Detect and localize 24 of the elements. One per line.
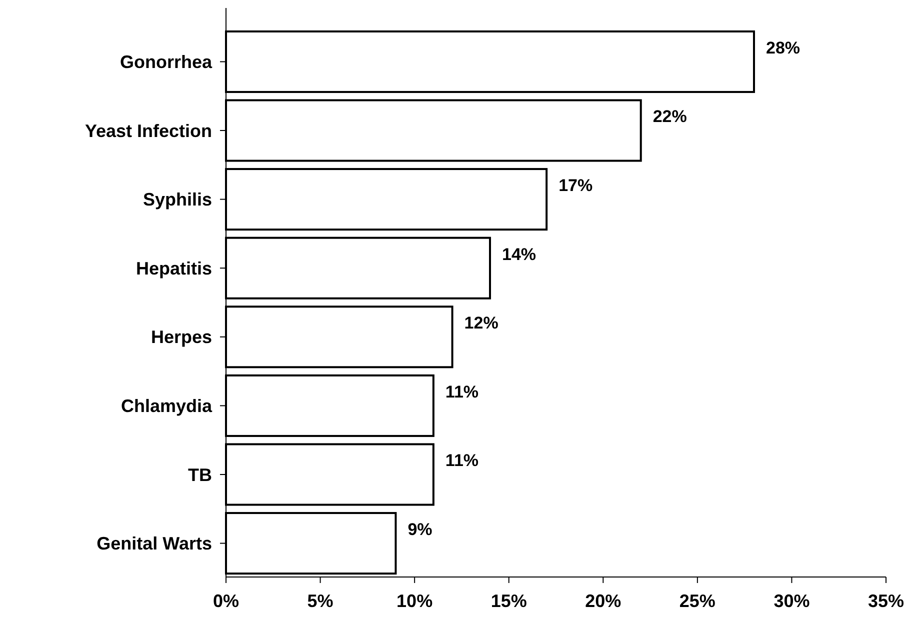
x-tick-label: 0% <box>212 591 240 611</box>
x-tick-label: 25% <box>679 591 716 611</box>
y-tick-label: Chlamydia <box>120 396 213 416</box>
x-tick-label: 20% <box>585 591 622 611</box>
y-tick-label: TB <box>188 464 212 485</box>
x-tick-label: 5% <box>307 591 334 611</box>
data-label: 11% <box>445 451 479 470</box>
x-tick-label: 30% <box>774 591 810 611</box>
data-label: 12% <box>464 314 498 333</box>
x-tick-label: 10% <box>396 591 433 611</box>
data-label: 22% <box>652 107 687 126</box>
data-label: 11% <box>445 382 479 402</box>
data-label: 9% <box>408 520 432 539</box>
y-tick-label: Herpes <box>150 327 212 348</box>
y-tick-label: Gonorrhea <box>120 52 213 72</box>
x-tick-label: 35% <box>868 591 904 611</box>
y-tick-label: Hepatitis <box>136 258 212 278</box>
y-tick-label: Yeast Infection <box>84 120 212 141</box>
y-tick-label: Genital Warts <box>96 534 212 554</box>
data-label: 17% <box>558 176 593 195</box>
data-label: 28% <box>766 38 800 58</box>
x-tick-label: 15% <box>490 591 527 611</box>
data-label: 14% <box>502 244 536 264</box>
y-tick-label: Syphilis <box>142 190 212 210</box>
